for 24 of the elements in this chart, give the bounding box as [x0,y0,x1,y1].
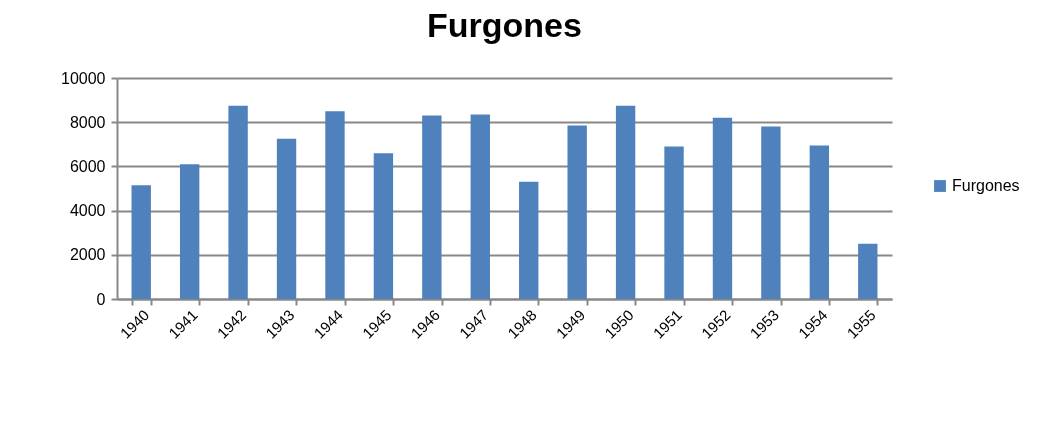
bar [858,243,878,299]
bar [664,146,684,299]
legend-label: Furgones [952,177,1020,194]
bar [131,185,151,299]
y-tick-label: 4000 [69,202,106,220]
y-tick-label: 0 [96,290,106,308]
y-tick-label: 8000 [69,113,106,131]
bar [761,126,781,299]
bar [228,105,248,299]
bar [373,153,394,299]
bar [809,145,830,299]
bar [712,117,733,299]
bar [325,111,345,299]
bar [470,114,490,299]
y-tick-label: 2000 [69,246,106,264]
bar [615,105,636,299]
bar [422,115,442,299]
y-tick-label: 10000 [61,69,106,87]
y-tick-label: 6000 [69,157,106,175]
chart-title: Furgones [427,6,582,44]
bar [519,181,539,299]
bar [567,125,587,299]
bar [179,164,200,299]
bar [276,138,297,299]
